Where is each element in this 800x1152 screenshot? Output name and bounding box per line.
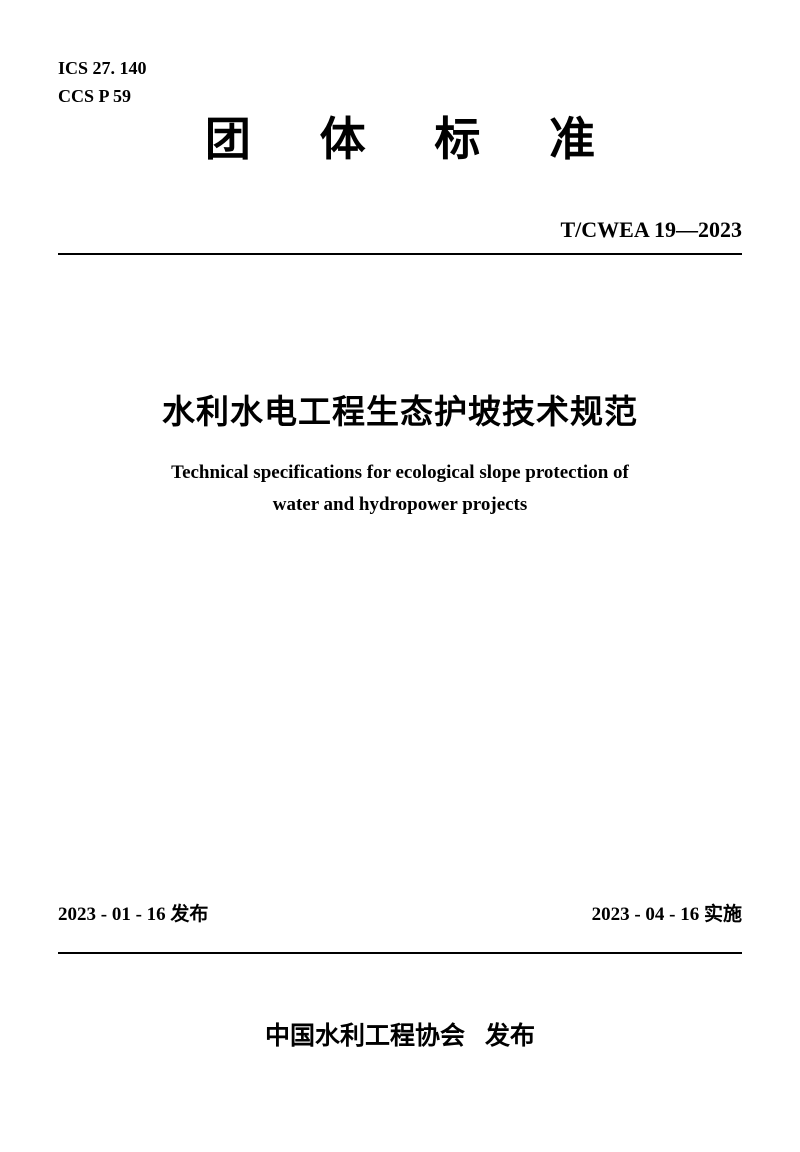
divider-bottom: [58, 952, 742, 954]
issued-date-number: 2023 - 01 - 16: [58, 904, 166, 925]
standard-number: T/CWEA 19—2023: [58, 217, 742, 243]
publisher-org: 中国水利工程协会: [265, 1022, 465, 1050]
title-english-line1: Technical specifications for ecological …: [58, 457, 742, 489]
issued-date-label: 发布: [166, 904, 209, 925]
title-english-line2: water and hydropower projects: [58, 489, 742, 521]
publisher-action: 发布: [485, 1022, 535, 1050]
title-english: Technical specifications for ecological …: [58, 457, 742, 522]
title-chinese: 水利水电工程生态护坡技术规范: [58, 385, 742, 433]
issued-date: 2023 - 01 - 16 发布: [58, 899, 208, 926]
dates-row: 2023 - 01 - 16 发布 2023 - 04 - 16 实施: [58, 899, 742, 926]
effective-date-label: 实施: [699, 904, 742, 925]
document-type-title: 团 体 标 准: [58, 103, 742, 169]
publisher: 中国水利工程协会发布: [0, 1016, 800, 1052]
ics-code: ICS 27. 140: [58, 55, 742, 83]
effective-date-number: 2023 - 04 - 16: [592, 904, 700, 925]
divider-top: [58, 253, 742, 255]
title-section: 水利水电工程生态护坡技术规范 Technical specifications …: [58, 385, 742, 522]
effective-date: 2023 - 04 - 16 实施: [592, 899, 742, 926]
